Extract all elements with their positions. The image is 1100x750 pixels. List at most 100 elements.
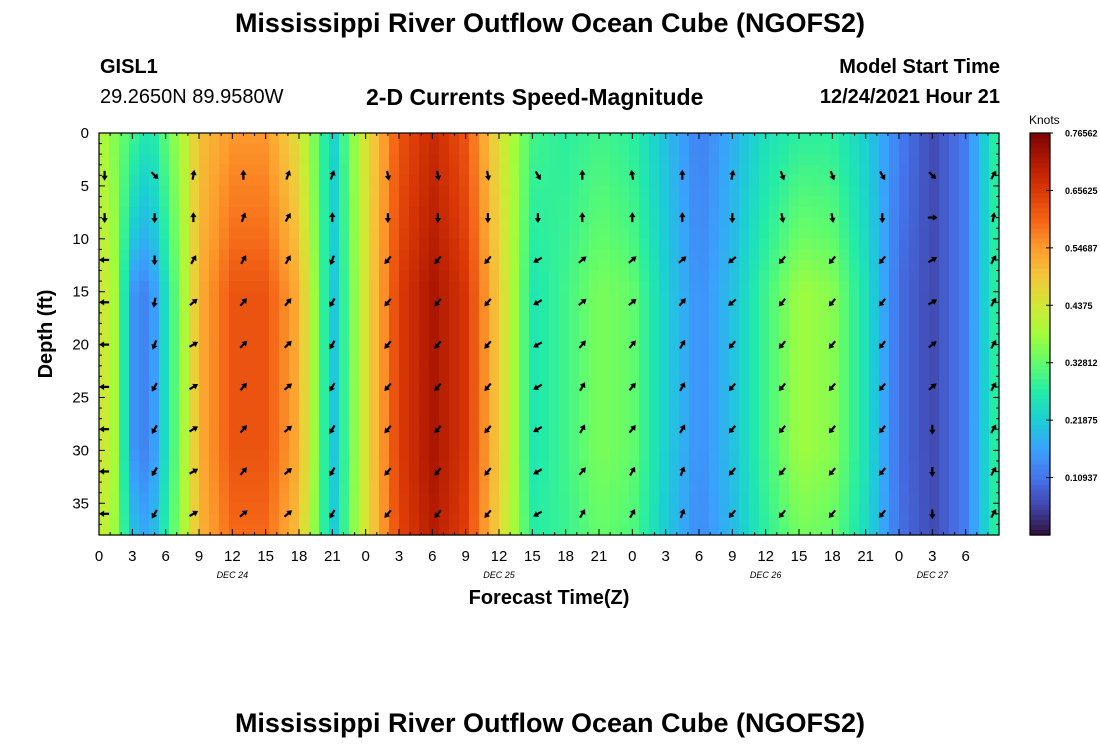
heatmap-cell (979, 503, 990, 515)
heatmap-cell (469, 439, 480, 451)
heatmap-cell (139, 291, 150, 303)
heatmap-cell (839, 185, 850, 198)
heatmap-cell (659, 482, 670, 494)
heatmap-cell (949, 133, 960, 145)
heatmap-cell (299, 154, 310, 166)
heatmap-cell (829, 503, 840, 515)
heatmap-cell (259, 154, 270, 166)
heatmap-cell (459, 482, 470, 494)
heatmap-cell (159, 133, 170, 145)
heatmap-cell (969, 439, 980, 451)
heatmap-cell (169, 492, 180, 504)
arrow-head (728, 300, 734, 306)
heatmap-cell (319, 450, 330, 462)
heatmap-cell (279, 133, 290, 145)
heatmap-cell (329, 471, 340, 483)
heatmap-cell (859, 143, 870, 155)
heatmap-cell (739, 397, 750, 409)
heatmap-cell (109, 344, 120, 356)
heatmap-cell (149, 460, 160, 473)
current-arrow (728, 467, 737, 476)
colorbar-segment (1030, 399, 1050, 405)
heatmap-cell (619, 355, 630, 367)
heatmap-cell (819, 408, 830, 420)
heatmap-cell (569, 207, 580, 219)
heatmap-cell (779, 312, 790, 325)
heatmap-cell (379, 185, 390, 198)
heatmap-cell (789, 185, 800, 198)
heatmap-cell (659, 259, 670, 272)
heatmap-cell (219, 217, 230, 229)
current-arrow (990, 297, 997, 307)
heatmap-cell (649, 270, 660, 282)
colorbar-segment (1030, 344, 1050, 350)
heatmap-cell (509, 207, 520, 219)
heatmap-cell (949, 302, 960, 314)
heatmap-cell (899, 450, 910, 462)
heatmap-cell (99, 503, 110, 515)
heatmap-cell (319, 281, 330, 293)
heatmap-cell (659, 397, 670, 409)
heatmap-cell (349, 418, 360, 430)
heatmap-cell (799, 302, 810, 314)
heatmap-cell (189, 471, 200, 483)
heatmap-cell (839, 238, 850, 250)
heatmap-cell (99, 439, 110, 451)
heatmap-cell (559, 259, 570, 272)
heatmap-cell (459, 492, 470, 504)
heatmap-cell (99, 291, 110, 303)
arrow-head (680, 256, 687, 263)
heatmap-cell (669, 217, 680, 229)
heatmap-cell (809, 323, 820, 335)
heatmap-cell (479, 238, 490, 250)
heatmap-cell (539, 376, 550, 388)
heatmap-cell (189, 323, 200, 335)
heatmap-cell (649, 302, 660, 314)
heatmap-cell (389, 386, 400, 399)
heatmap-cell (669, 164, 680, 176)
heatmap-cell (339, 460, 350, 473)
heatmap-cell (169, 482, 180, 494)
heatmap-cell (689, 281, 700, 293)
heatmap-cell (569, 408, 580, 420)
heatmap-cell (649, 513, 660, 526)
heatmap-cell (859, 228, 870, 240)
heatmap-cell (889, 154, 900, 166)
heatmap-cell (279, 513, 290, 526)
arrow-head (829, 174, 836, 181)
heatmap-cell (859, 450, 870, 462)
heatmap-cell (729, 503, 740, 515)
heatmap-cell (869, 133, 880, 145)
arrow-head (533, 426, 540, 433)
heatmap-cell (799, 228, 810, 240)
heatmap-cell (719, 355, 730, 367)
heatmap-cell (299, 471, 310, 483)
heatmap-cell (789, 439, 800, 451)
heatmap-cell (469, 291, 480, 303)
heatmap-cell (149, 492, 160, 504)
heatmap-cell (679, 471, 690, 483)
heatmap-cell (139, 281, 150, 293)
heatmap-cell (419, 503, 430, 515)
arrow-head (629, 169, 636, 176)
heatmap-cell (649, 460, 660, 473)
heatmap-cell (469, 196, 480, 208)
heatmap-cell (409, 281, 420, 293)
heatmap-cell (509, 439, 520, 451)
heatmap-cell (529, 207, 540, 219)
arrow-head (240, 212, 247, 219)
arrow-head (533, 257, 540, 263)
heatmap-cell (839, 164, 850, 176)
heatmap-cell (519, 429, 530, 441)
heatmap-cell (589, 133, 600, 145)
heatmap-cell (199, 418, 210, 430)
heatmap-cell (199, 175, 210, 187)
heatmap-cell (819, 196, 830, 208)
arrow-head (630, 340, 636, 347)
heatmap-cell (409, 450, 420, 462)
heatmap-cell (289, 302, 300, 314)
heatmap-cell (919, 460, 930, 473)
heatmap-cell (889, 217, 900, 229)
heatmap-cell (129, 143, 140, 155)
heatmap-cell (939, 524, 950, 536)
